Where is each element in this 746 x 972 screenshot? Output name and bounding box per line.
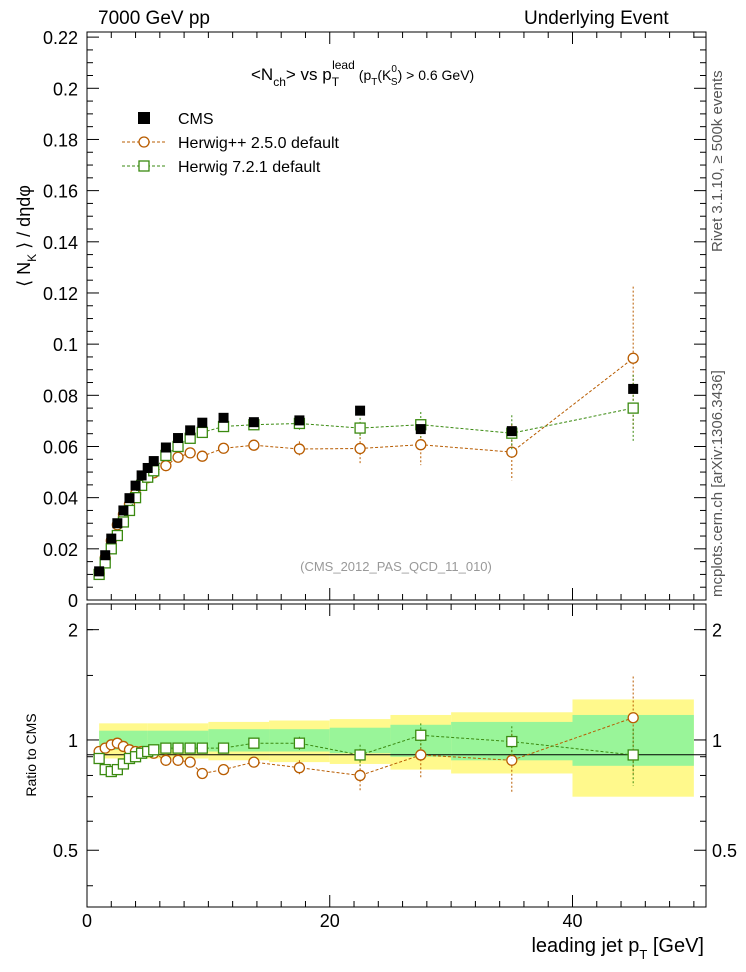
herwigpp-point	[627, 352, 639, 364]
y-tick-label: 0.06	[43, 437, 78, 457]
ratio-tick-label: 0.5	[53, 841, 78, 861]
legend-label: Herwig 7.2.1 default	[178, 159, 321, 176]
cms-point	[628, 383, 639, 394]
x-tick-label: 0	[82, 911, 92, 931]
ratio-herwig7-point	[172, 742, 184, 754]
ratio-herwigpp-point	[184, 756, 196, 768]
cms-point	[136, 470, 147, 481]
ratio-tick-label-right: 0.5	[712, 841, 737, 861]
ratio-herwigpp-point	[248, 756, 260, 768]
ratio-herwig7-point	[196, 742, 208, 754]
y-tick-label: 0.16	[43, 182, 78, 202]
ratio-herwig7-point	[354, 749, 366, 761]
cms-point	[173, 433, 184, 444]
cms-point	[142, 462, 153, 473]
ratio-tick-label: 2	[68, 621, 78, 641]
main-frame	[86, 31, 707, 601]
cms-point	[112, 518, 123, 529]
ratio-herwig7-point	[148, 744, 160, 756]
herwigpp-point	[506, 446, 518, 458]
herwig7-point	[196, 426, 208, 439]
header-right: Underlying Event	[524, 8, 669, 29]
chart-title: <Nch> vs pTlead(pT(K0 S) > 0.6 GeV)	[251, 58, 474, 89]
x-tick-label: 20	[320, 911, 340, 931]
cms-point	[118, 505, 129, 516]
y-tick-label: 0.04	[43, 489, 78, 509]
ratio-herwigpp-point	[627, 712, 639, 724]
watermark: (CMS_2012_PAS_QCD_11_010)	[300, 559, 492, 574]
ratio-herwigpp-point	[354, 769, 366, 782]
ratio-herwig7-point	[627, 749, 639, 761]
ratio-herwigpp-point	[172, 754, 184, 766]
herwigpp-point	[160, 460, 172, 472]
cms-point	[100, 550, 111, 561]
cms-point	[506, 426, 517, 437]
herwigpp-point	[248, 439, 260, 451]
cms-point	[248, 417, 259, 428]
ratio-frame	[86, 603, 707, 908]
cms-point	[160, 442, 171, 453]
herwigpp-line	[98, 357, 634, 574]
cms-point	[197, 417, 208, 428]
ratio-tick-label-right: 1	[712, 731, 722, 751]
herwig7-point	[217, 420, 230, 433]
cms-point	[185, 425, 196, 436]
x-axis-label: leading jet pT [GeV]	[531, 935, 704, 962]
ratio-herwig7-point	[93, 752, 105, 765]
ratio-herwigpp-point	[293, 762, 306, 774]
y-tick-label: 0.14	[43, 233, 78, 253]
herwig7-point	[354, 422, 366, 434]
cms-point	[218, 412, 229, 423]
cms-point	[94, 566, 105, 577]
ratio-herwig7-point	[217, 742, 230, 754]
ratio-herwigpp-point	[506, 754, 518, 766]
ratio-herwigpp-point	[196, 767, 208, 780]
herwig7-point	[627, 402, 639, 414]
ratio-tick-label-right: 2	[712, 621, 722, 641]
ratio-y-axis-label: Ratio to CMS	[23, 713, 39, 796]
cms-point	[294, 415, 305, 426]
ratio-herwig7-point	[506, 735, 518, 748]
ratio-herwig7-point	[248, 737, 260, 749]
ratio-herwig7-point	[293, 737, 306, 749]
header-left: 7000 GeV pp	[98, 8, 210, 29]
legend-marker-square	[138, 160, 150, 172]
legend-marker-cms	[138, 112, 150, 124]
herwigpp-point	[415, 439, 427, 451]
x-tick-label: 40	[562, 911, 582, 931]
ratio-herwigpp-point	[160, 754, 172, 766]
y-tick-label: 0.02	[43, 540, 78, 560]
ratio-herwig7-point	[160, 742, 172, 754]
cms-point	[355, 405, 366, 416]
ratio-herwigpp-point	[217, 763, 230, 776]
y-axis-label: ⟨ NK ⟩ / dηdφ	[14, 185, 39, 287]
y-tick-label: 0	[68, 591, 78, 611]
y-tick-label: 0.22	[43, 28, 78, 48]
cms-point	[124, 493, 135, 504]
herwigpp-point	[184, 447, 196, 459]
herwigpp-point	[217, 442, 230, 454]
ratio-herwigpp-point	[415, 749, 427, 761]
ratio-herwig7-point	[415, 729, 427, 741]
cms-point	[130, 480, 141, 491]
herwigpp-point	[172, 451, 184, 463]
y-tick-label: 0.08	[43, 386, 78, 406]
herwig7-point	[105, 543, 117, 555]
legend-marker-circle	[138, 136, 150, 148]
ratio-tick-label: 1	[68, 731, 78, 751]
legend-label: CMS	[178, 111, 214, 128]
y-tick-label: 0.1	[53, 335, 78, 355]
y-tick-label: 0.18	[43, 130, 78, 150]
cms-point	[415, 424, 426, 435]
y-tick-label: 0.2	[53, 79, 78, 99]
herwigpp-point	[293, 443, 306, 455]
ratio-herwig7-point	[184, 742, 196, 754]
herwigpp-point	[196, 450, 208, 462]
cms-point	[148, 456, 159, 467]
cms-point	[106, 533, 117, 544]
herwigpp-point	[354, 442, 366, 455]
legend-label: Herwig++ 2.5.0 default	[178, 135, 340, 152]
y-tick-label: 0.12	[43, 284, 78, 304]
